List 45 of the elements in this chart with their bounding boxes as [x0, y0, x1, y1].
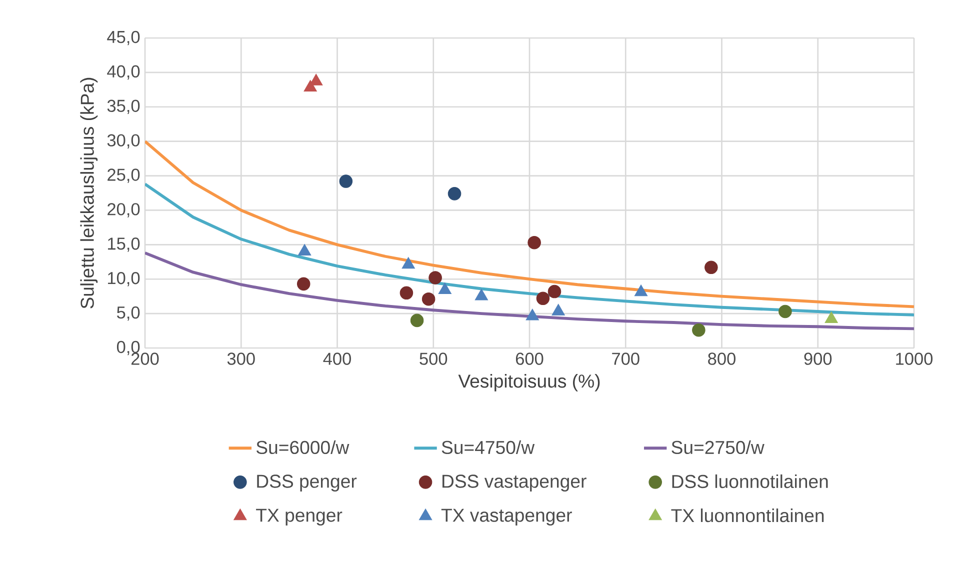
legend-label: TX penger — [256, 508, 342, 526]
y-tick-label: 10,0 — [108, 272, 140, 286]
legend-label: Su=2750/w — [672, 440, 764, 454]
y-tick-label: 30,0 — [107, 134, 140, 148]
x-tick-label: 700 — [612, 352, 640, 365]
legend-label: DSS vastapenger — [442, 474, 586, 492]
y-tick-label: 25,0 — [108, 168, 140, 183]
x-tick-label: 300 — [227, 352, 255, 365]
point — [548, 284, 562, 298]
x-tick-label: 600 — [516, 352, 544, 365]
point — [692, 323, 706, 337]
y-tick-label: 35,0 — [107, 100, 140, 114]
y-axis-title: Suljettu leikkauslujuus (kPa) — [80, 78, 98, 308]
y-tick-label: 45,0 — [107, 30, 140, 46]
point — [778, 304, 792, 318]
legend-label: Su=6000/w — [256, 440, 350, 454]
y-tick-label: 40,0 — [107, 65, 140, 80]
point — [310, 74, 323, 86]
point — [339, 174, 353, 188]
point — [428, 271, 442, 284]
point — [402, 257, 415, 269]
line-series — [145, 251, 914, 330]
legend-label: TX vastapenger — [441, 508, 572, 526]
x-tick-label: 800 — [708, 352, 736, 365]
point — [704, 260, 718, 274]
legend-label: DSS penger — [257, 474, 357, 492]
x-tick-label: 1000 — [896, 352, 933, 365]
legend-label: Su=4750/w — [442, 440, 535, 454]
point — [410, 314, 424, 328]
y-tick-label: 5,0 — [116, 306, 140, 321]
legend-label: DSS luonnotilainen — [672, 474, 828, 488]
legend-label: TX luonnontilainen — [671, 508, 824, 522]
x-tick-label: 500 — [420, 352, 448, 365]
x-tick-label: 400 — [323, 352, 351, 365]
point — [296, 277, 310, 291]
y-tick-label: 15,0 — [108, 238, 140, 252]
point — [422, 292, 436, 306]
point — [438, 282, 452, 294]
point — [400, 286, 414, 300]
point — [536, 292, 550, 306]
point — [448, 187, 462, 200]
y-tick-label: 20,0 — [108, 203, 140, 218]
x-tick-label: 900 — [804, 352, 832, 365]
point — [528, 236, 541, 250]
x-axis-title: Vesipitoisuus (%) — [458, 374, 600, 392]
